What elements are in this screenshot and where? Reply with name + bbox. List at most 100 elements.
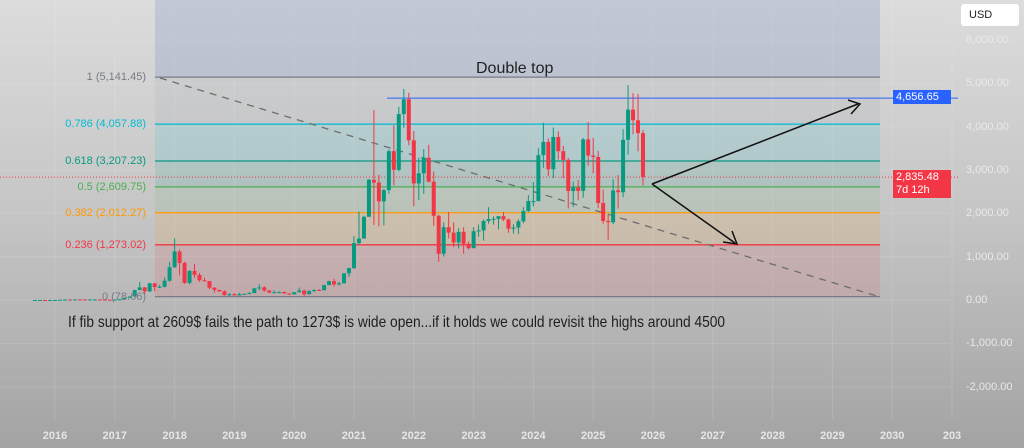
time-tick-label: 2018 — [162, 430, 187, 442]
time-tick-label: 2022 — [401, 430, 427, 442]
candle-body — [416, 173, 421, 184]
candle-body — [461, 231, 466, 244]
fib-zone-above — [155, 0, 880, 78]
fib-zone — [155, 244, 880, 297]
last-price-value: 2,835.48 — [896, 171, 939, 184]
candle-body — [342, 273, 346, 284]
candle-body — [217, 289, 222, 292]
candle-body — [177, 251, 182, 263]
fib-zone — [155, 186, 880, 213]
candle-body — [212, 287, 217, 290]
candle-body — [92, 299, 97, 301]
candle-body — [192, 270, 197, 275]
candle-body — [546, 141, 551, 170]
candle-body — [496, 216, 501, 219]
candle-body — [591, 155, 596, 157]
candle-body — [112, 299, 117, 301]
candle-body — [381, 190, 386, 202]
time-tick-label: 2019 — [222, 430, 247, 442]
candle-body — [297, 290, 302, 293]
candle-body — [491, 218, 496, 220]
candle-body — [142, 287, 147, 292]
candle-body — [187, 270, 192, 283]
candle-body — [337, 283, 342, 285]
candle-body — [571, 187, 576, 192]
candle-body — [551, 136, 556, 170]
fib-zone — [155, 77, 880, 125]
candle-body — [431, 181, 436, 216]
candle-body — [197, 274, 202, 281]
candle-body — [262, 287, 267, 291]
candle-body — [157, 286, 162, 288]
candle-body — [611, 190, 616, 223]
candle-body — [441, 227, 446, 254]
price-tick-label: -1,000.00 — [966, 337, 1013, 350]
candle-body — [356, 238, 361, 244]
candle-body — [87, 299, 92, 301]
candle-body — [38, 299, 43, 301]
time-tick-label: 2029 — [820, 430, 845, 442]
candle-body — [127, 296, 132, 298]
candle-body — [346, 268, 351, 274]
annotation-text[interactable]: If fib support at 2609$ fails the path t… — [68, 314, 726, 331]
candle-body — [566, 159, 571, 192]
candle-body — [122, 297, 127, 300]
candle-body — [77, 299, 82, 301]
fib-level-label: 1 (5,141.45) — [86, 71, 146, 84]
candle-body — [386, 151, 391, 191]
candle-body — [107, 299, 112, 301]
price-tick-label: -2,000.00 — [966, 380, 1013, 393]
candle-body — [376, 182, 381, 202]
price-tick-label: 3,000.00 — [966, 163, 1009, 176]
candle-body — [516, 221, 521, 228]
time-tick-label: 2027 — [700, 430, 726, 442]
candle-body — [317, 289, 322, 291]
time-tick-label: 2021 — [341, 430, 367, 442]
candle-body — [596, 156, 601, 204]
candle-body — [446, 227, 451, 233]
last-price-label: 2,835.48 7d 12h — [893, 170, 951, 199]
candle-body — [137, 287, 142, 291]
level-price-label: 4,656.65 — [893, 90, 951, 105]
candle-body — [227, 294, 232, 296]
candle-body — [252, 288, 257, 294]
candle-body — [277, 292, 282, 294]
candle-body — [621, 139, 626, 193]
fib-level-label: 0.236 (1,273.02) — [65, 238, 146, 251]
time-tick-label: 2025 — [580, 430, 606, 442]
candle-body — [282, 292, 287, 294]
candle-body — [561, 151, 566, 160]
bar-countdown: 7d 12h — [896, 184, 930, 197]
arrow-up-path — [651, 103, 859, 185]
fib-level-label: 0 (78.66) — [101, 290, 146, 303]
price-tick-label: 4,000.00 — [966, 120, 1009, 133]
candle-body — [82, 299, 87, 301]
arrow-up-head-icon — [847, 99, 862, 115]
candle-body — [287, 293, 292, 295]
candle-body — [541, 141, 546, 156]
candle-body — [327, 281, 332, 286]
candle-body — [526, 201, 531, 212]
candle-body — [47, 299, 52, 301]
candle-body — [57, 299, 62, 301]
candle-body — [117, 299, 122, 301]
candle-body — [322, 285, 327, 291]
candle-body — [476, 230, 481, 232]
time-tick-label: 2020 — [281, 430, 307, 442]
candle-body — [626, 109, 631, 140]
fib-zone — [155, 160, 880, 187]
candle-body — [401, 99, 406, 115]
candle-body — [451, 232, 456, 243]
candle-body — [421, 157, 426, 174]
candle-body — [581, 139, 586, 191]
candle-body — [436, 215, 441, 254]
candle-body — [501, 216, 506, 220]
candle-body — [72, 299, 77, 301]
currency-button[interactable]: USD — [961, 4, 1019, 26]
candle-body — [352, 243, 356, 269]
double-top-label[interactable]: Double top — [476, 60, 554, 77]
candle-body — [576, 187, 581, 191]
arrow-down-path — [651, 183, 736, 244]
candle-body — [521, 211, 526, 222]
